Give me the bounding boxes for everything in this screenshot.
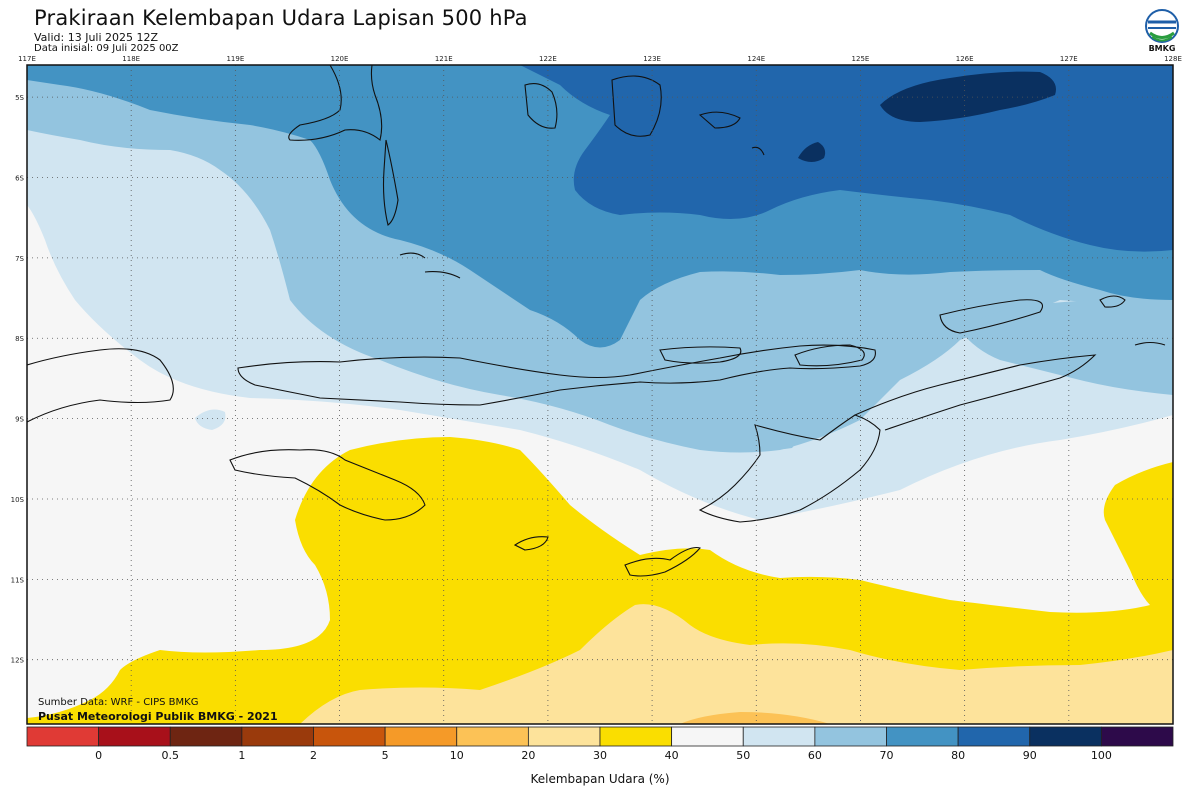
coast-sumba [229, 449, 426, 521]
colorbar-swatch [599, 726, 673, 747]
lon-tick-label: 126E [956, 55, 974, 63]
colorbar-tick-label: 90 [1022, 749, 1037, 762]
lon-tick-label: 122E [539, 55, 557, 63]
lon-tick-label: 121E [435, 55, 453, 63]
lon-tick-label: 117E [18, 55, 36, 63]
coast-sawu [513, 536, 549, 551]
coast-small-isles [399, 146, 1166, 346]
colorbar-swatch [957, 726, 1031, 747]
colorbar-swatch [169, 726, 243, 747]
colorbar-swatch [814, 726, 887, 747]
colorbar-tick-label: 60 [807, 749, 822, 762]
colorbar-tick-label: 1 [238, 749, 246, 762]
colorbar-swatch [527, 726, 601, 747]
lon-tick-label: 119E [226, 55, 244, 63]
colorbar-swatch [1100, 726, 1174, 747]
lon-tick-label: 123E [643, 55, 661, 63]
lat-tick-label: 11S [11, 576, 25, 584]
rh-band-80-90 [520, 65, 1173, 252]
lon-tick-label: 124E [747, 55, 765, 63]
data-source: Sumber Data: WRF - CIPS BMKG [38, 697, 199, 708]
colorbar-swatch [241, 726, 314, 747]
colorbar-swatch [313, 726, 386, 747]
colorbar-swatch [742, 726, 816, 747]
coast-flores [237, 344, 876, 406]
coast-tanimbar [939, 299, 1044, 334]
coast-flores-west [27, 348, 174, 423]
coast-wetar [794, 344, 865, 367]
colorbar-swatch [456, 726, 529, 747]
lon-tick-label: 128E [1164, 55, 1182, 63]
lat-tick-label: 10S [11, 496, 25, 504]
colorbar-tick-label: 40 [664, 749, 679, 762]
colorbar-swatch [98, 726, 171, 747]
colorbar-tick-label: 100 [1090, 749, 1112, 762]
colorbar-tick-label: 5 [381, 749, 389, 762]
colorbar-tick-label: 0 [95, 749, 103, 762]
map-title: Prakiraan Kelembapan Udara Lapisan 500 h… [34, 6, 528, 30]
colorbar-swatch [886, 726, 959, 747]
colorbar-tick-label: 20 [521, 749, 536, 762]
latitude-labels: 5S 6S 7S 8S 9S 10S 11S 12S [11, 94, 25, 665]
lon-tick-label: 127E [1060, 55, 1078, 63]
colorbar-swatch [26, 726, 100, 747]
colorbar-swatch [384, 726, 458, 747]
coast-timor-east [854, 354, 1097, 431]
coast-rote [624, 546, 701, 577]
lat-tick-label: 8S [15, 335, 24, 343]
lon-tick-label: 125E [852, 55, 870, 63]
coast-sulawesi-south [288, 65, 383, 141]
rh-band-20-30 [300, 604, 1173, 724]
bmkg-logo-icon [1145, 9, 1179, 43]
coast-banda [698, 111, 741, 129]
rh-spot-60-70 [752, 425, 796, 450]
lat-tick-label: 12S [11, 657, 25, 665]
colorbar-tick-label: 50 [736, 749, 751, 762]
colorbar-tick-label: 70 [879, 749, 894, 762]
colorbar-tick-label: 0.5 [161, 749, 180, 762]
coast-buton [524, 83, 558, 129]
colorbar-tick-label: 2 [310, 749, 317, 762]
colorbar [26, 726, 1174, 747]
colorbar-tick-label: 30 [593, 749, 607, 762]
coast-selayar [382, 139, 399, 226]
lon-tick-label: 120E [331, 55, 349, 63]
coast-alor [659, 346, 742, 364]
rh-band-90-100-small [798, 142, 826, 162]
colorbar-tick-label: 10 [449, 749, 464, 762]
init-time: Data inisial: 09 Juli 2025 00Z [34, 43, 179, 54]
rh-band-30-40 [27, 437, 1173, 724]
colorbar-swatch [671, 726, 744, 747]
humidity-field [27, 65, 1173, 724]
lon-tick-label: 118E [122, 55, 140, 63]
coast-timor [698, 414, 881, 523]
lat-tick-label: 9S [15, 416, 24, 424]
lat-tick-label: 5S [15, 94, 24, 102]
colorbar-title: Kelembapan Udara (%) [530, 772, 670, 786]
bmkg-logo-text: BMKG [1148, 44, 1176, 53]
producer-credit: Pusat Meteorologi Publik BMKG - 2021 [38, 710, 278, 723]
colorbar-tick-label: 80 [951, 749, 966, 762]
gridlines [27, 65, 1173, 724]
lat-tick-label: 7S [15, 255, 24, 263]
coast-kai [1099, 295, 1126, 308]
longitude-labels: 117E 118E 119E 120E 121E 122E 123E 124E 125E 126E… [18, 55, 1182, 63]
coast-buru [611, 75, 662, 137]
coastlines [27, 65, 1166, 577]
map-frame [26, 64, 1174, 725]
rh-band-10-20 [680, 712, 830, 724]
lat-tick-label: 6S [15, 175, 24, 183]
valid-time: Valid: 13 Juli 2025 12Z [34, 31, 159, 44]
colorbar-swatch [1029, 726, 1102, 747]
rh-spot-50-60 [195, 409, 226, 430]
